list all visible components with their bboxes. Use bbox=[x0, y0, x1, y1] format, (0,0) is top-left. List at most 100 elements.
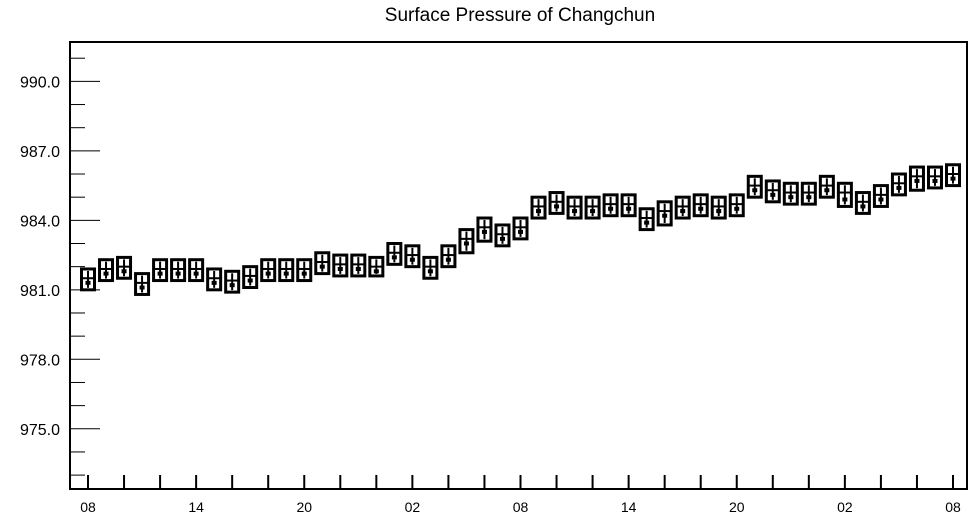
box-mean-marker bbox=[284, 272, 289, 276]
box-mean-marker bbox=[824, 188, 829, 192]
x-tick-label: 14 bbox=[621, 499, 637, 515]
box-mean-marker bbox=[248, 279, 253, 283]
box-mean-marker bbox=[176, 272, 181, 276]
box-mean-marker bbox=[320, 265, 325, 269]
box-mean-marker bbox=[464, 241, 469, 245]
box-mean-marker bbox=[230, 283, 235, 287]
box-mark bbox=[244, 267, 257, 288]
chart-title: Surface Pressure of Changchun bbox=[385, 5, 655, 26]
box-mean-marker bbox=[140, 286, 145, 290]
box-mark bbox=[316, 253, 329, 274]
box-mean-marker bbox=[482, 230, 487, 234]
box-mark bbox=[730, 195, 743, 216]
box-mark bbox=[802, 183, 815, 204]
box-mark bbox=[388, 243, 401, 264]
y-tick-label: 990.0 bbox=[20, 74, 60, 91]
box-mark bbox=[442, 246, 455, 267]
y-tick-label: 981.0 bbox=[20, 283, 60, 300]
box-mean-marker bbox=[500, 237, 505, 241]
box-mark bbox=[712, 197, 725, 218]
box-mean-marker bbox=[392, 255, 397, 259]
y-axis: 975.0 978.0 981.0 984.0 987.0 990.0 bbox=[20, 58, 100, 475]
box-mark bbox=[406, 246, 419, 267]
box-mean-marker bbox=[410, 258, 415, 262]
box-mark bbox=[676, 197, 689, 218]
box-mark bbox=[424, 257, 437, 278]
box-mean-marker bbox=[122, 269, 127, 273]
x-tick-label: 02 bbox=[837, 499, 853, 515]
box-mark bbox=[658, 202, 671, 225]
box-mark bbox=[784, 183, 797, 204]
box-mark bbox=[154, 260, 167, 281]
box-mark bbox=[370, 257, 383, 276]
box-mean-marker bbox=[158, 272, 163, 276]
box-mean-marker bbox=[914, 179, 919, 183]
box-mean-marker bbox=[302, 272, 307, 276]
box-mean-marker bbox=[770, 193, 775, 197]
box-mark bbox=[262, 260, 275, 281]
box-mark bbox=[838, 183, 851, 206]
box-mean-marker bbox=[536, 209, 541, 213]
box-mean-marker bbox=[644, 221, 649, 225]
box-mark bbox=[82, 269, 95, 290]
box-mark bbox=[460, 230, 473, 253]
box-mean-marker bbox=[590, 209, 595, 213]
box-mark bbox=[694, 195, 707, 216]
box-mean-marker bbox=[374, 269, 379, 273]
box-mark bbox=[298, 260, 311, 281]
box-mark bbox=[928, 167, 941, 188]
box-mark bbox=[568, 197, 581, 218]
box-mean-marker bbox=[662, 214, 667, 218]
box-mark bbox=[280, 260, 293, 281]
x-tick-label: 08 bbox=[513, 499, 529, 515]
box-mean-marker bbox=[698, 207, 703, 211]
x-axis: 08 14 20 02 08 14 20 02 08 bbox=[80, 475, 961, 515]
box-mean-marker bbox=[428, 269, 433, 273]
box-mean-marker bbox=[752, 188, 757, 192]
y-tick-label: 975.0 bbox=[20, 422, 60, 439]
chart-container: Surface Pressure of Changchun 975.0 978.0… bbox=[0, 0, 975, 520]
y-tick-label: 978.0 bbox=[20, 352, 60, 369]
box-mark bbox=[622, 195, 635, 216]
box-mark bbox=[586, 197, 599, 218]
box-mark bbox=[820, 176, 833, 197]
box-mean-marker bbox=[680, 209, 685, 213]
box-mean-marker bbox=[860, 204, 865, 208]
box-mean-marker bbox=[212, 281, 217, 285]
box-mean-marker bbox=[266, 272, 271, 276]
box-mean-marker bbox=[554, 204, 559, 208]
box-mean-marker bbox=[356, 267, 361, 271]
box-mean-marker bbox=[878, 197, 883, 201]
box-mean-marker bbox=[896, 186, 901, 190]
box-mean-marker bbox=[608, 207, 613, 211]
box-mean-marker bbox=[842, 197, 847, 201]
box-mean-marker bbox=[104, 272, 109, 276]
x-tick-label: 08 bbox=[80, 499, 96, 515]
box-series bbox=[82, 165, 960, 295]
box-mark bbox=[352, 255, 365, 276]
box-mark bbox=[172, 260, 185, 281]
box-mark bbox=[136, 274, 149, 295]
box-mark bbox=[514, 218, 527, 239]
box-mean-marker bbox=[716, 209, 721, 213]
box-mark bbox=[208, 269, 221, 290]
box-mark bbox=[892, 174, 905, 195]
box-mark bbox=[532, 197, 545, 218]
box-mark bbox=[118, 257, 131, 278]
box-mark bbox=[947, 165, 960, 186]
box-mean-marker bbox=[446, 258, 451, 262]
box-mark bbox=[604, 195, 617, 216]
y-tick-label: 987.0 bbox=[20, 144, 60, 161]
box-mark bbox=[766, 181, 779, 202]
box-mark bbox=[874, 186, 887, 207]
box-mean-marker bbox=[951, 177, 956, 181]
box-mark bbox=[226, 271, 239, 292]
box-mark bbox=[496, 225, 509, 246]
y-tick-label: 984.0 bbox=[20, 213, 60, 230]
box-mean-marker bbox=[518, 230, 523, 234]
box-mark bbox=[478, 218, 491, 241]
pressure-chart: Surface Pressure of Changchun 975.0 978.0… bbox=[0, 0, 975, 520]
box-mean-marker bbox=[932, 179, 937, 183]
box-mean-marker bbox=[194, 272, 199, 276]
box-mean-marker bbox=[788, 195, 793, 199]
